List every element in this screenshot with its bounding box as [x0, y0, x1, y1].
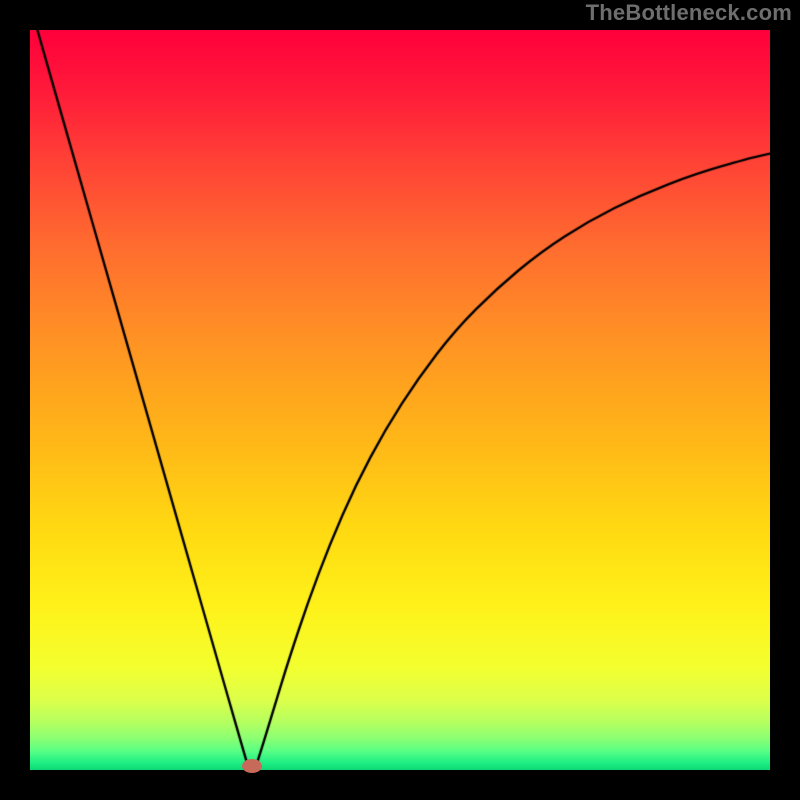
bottleneck-minimum-marker	[242, 759, 262, 773]
bottleneck-chart: TheBottleneck.com	[0, 0, 800, 800]
chart-canvas	[30, 30, 770, 770]
watermark-text: TheBottleneck.com	[586, 0, 792, 26]
